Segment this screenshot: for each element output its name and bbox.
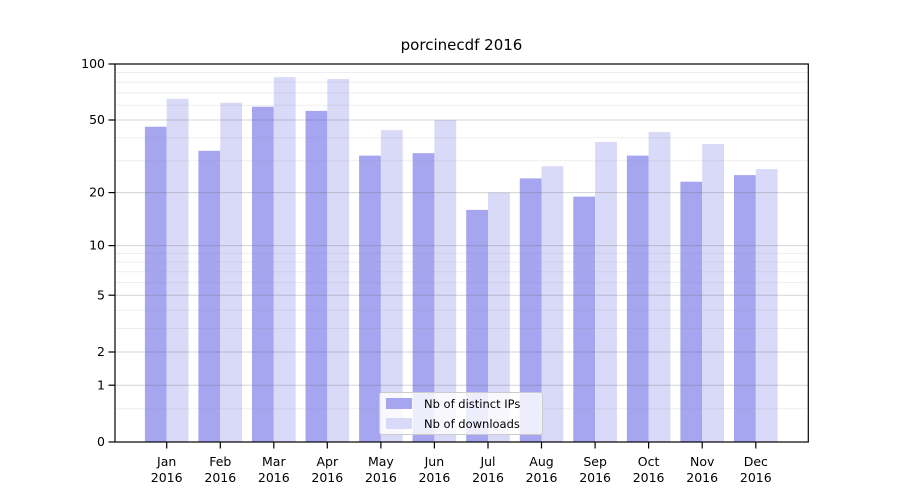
y-tick-label: 50	[89, 112, 105, 127]
x-tick-label-month: Nov	[690, 454, 715, 469]
bar-downloads-oct	[648, 132, 671, 442]
x-tick-label-month: May	[368, 454, 394, 469]
x-tick-label-year: 2016	[526, 470, 558, 485]
plot-spines	[114, 63, 809, 443]
bar-downloads-jun	[434, 120, 457, 442]
x-tick-label-year: 2016	[151, 470, 183, 485]
chart-title: porcinecdf 2016	[400, 36, 523, 54]
x-tick-label-year: 2016	[579, 470, 611, 485]
x-tick-label-year: 2016	[633, 470, 665, 485]
bar-distinct-ips-aug	[519, 178, 542, 442]
bar-distinct-ips-jul	[466, 209, 488, 442]
bar-downloads-apr	[327, 79, 350, 442]
y-tick-label: 5	[97, 287, 105, 302]
bar-distinct-ips-feb	[198, 150, 221, 443]
y-tick-label: 20	[89, 185, 105, 200]
bar-downloads-aug	[541, 166, 564, 442]
y-tick-label: 1	[97, 377, 105, 392]
x-tick-label-month: Feb	[209, 454, 231, 469]
legend-swatch-downloads-icon	[386, 418, 412, 429]
x-tick-label-month: Sep	[583, 454, 607, 469]
bar-downloads-dec	[755, 169, 778, 442]
x-tick-label-month: Jan	[156, 454, 176, 469]
legend-item-distinct-ips: Nb of distinct IPs	[386, 396, 542, 412]
legend-swatch-distinct-ips-icon	[386, 398, 412, 409]
bar-downloads-nov	[702, 144, 724, 442]
y-tick-label: 10	[89, 238, 105, 253]
x-tick-label-year: 2016	[686, 470, 718, 485]
bar-distinct-ips-may	[359, 155, 381, 442]
x-tick-label-year: 2016	[418, 470, 450, 485]
bar-downloads-may	[380, 130, 403, 442]
x-tick-label-month: Aug	[529, 454, 553, 469]
bar-distinct-ips-jan	[144, 126, 167, 442]
legend: Nb of distinct IPs Nb of downloads	[379, 392, 543, 435]
x-tick-label-year: 2016	[740, 470, 772, 485]
legend-label-distinct-ips: Nb of distinct IPs	[424, 396, 521, 411]
x-tick-label-year: 2016	[472, 470, 504, 485]
bar-downloads-feb	[220, 102, 243, 442]
x-tick-label-month: Jul	[479, 454, 495, 469]
bar-distinct-ips-mar	[252, 106, 274, 442]
x-tick-label-month: Apr	[316, 454, 338, 469]
x-tick-label-month: Mar	[262, 454, 286, 469]
bar-downloads-sep	[595, 141, 617, 442]
bar-distinct-ips-oct	[626, 155, 649, 442]
bar-downloads-jul	[488, 192, 510, 442]
legend-label-downloads: Nb of downloads	[424, 416, 520, 431]
x-tick-label-year: 2016	[311, 470, 343, 485]
y-tick-label: 0	[97, 434, 105, 449]
x-tick-label-month: Oct	[638, 454, 660, 469]
bar-distinct-ips-dec	[734, 175, 756, 442]
y-tick-label: 100	[81, 56, 105, 71]
bar-distinct-ips-sep	[573, 196, 596, 442]
bar-downloads-mar	[273, 77, 296, 442]
x-tick-label-month: Dec	[744, 454, 768, 469]
x-tick-label-year: 2016	[365, 470, 397, 485]
y-tick-label: 2	[97, 344, 105, 359]
bar-distinct-ips-apr	[305, 110, 328, 443]
bar-downloads-jan	[166, 98, 189, 443]
bar-distinct-ips-nov	[680, 181, 703, 442]
legend-item-downloads: Nb of downloads	[386, 416, 542, 432]
x-tick-label-year: 2016	[258, 470, 290, 485]
bar-distinct-ips-jun	[412, 153, 435, 442]
x-tick-label-month: Jun	[424, 454, 445, 469]
x-tick-label-year: 2016	[204, 470, 236, 485]
